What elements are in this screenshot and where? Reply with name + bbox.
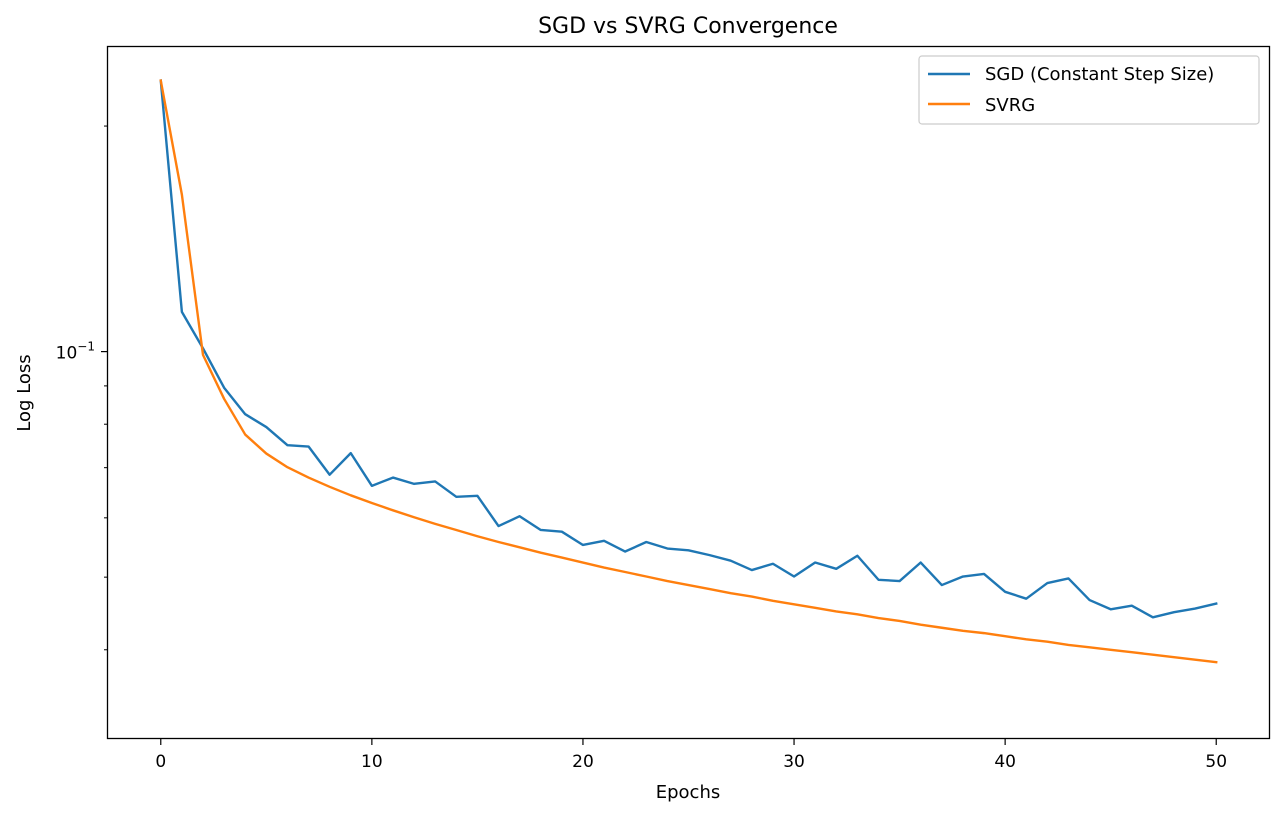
legend-box bbox=[918, 55, 1260, 125]
x-tick-label: 0 bbox=[155, 752, 166, 772]
legend-label-sgd: SGD (Constant Step Size) bbox=[985, 64, 1214, 85]
x-axis: 0 10 20 30 40 50 bbox=[155, 738, 1227, 772]
chart-title: SGD vs SVRG Convergence bbox=[538, 14, 838, 39]
plot-frame bbox=[106, 45, 1271, 740]
x-tick-label: 20 bbox=[572, 752, 594, 772]
legend: SGD (Constant Step Size) SVRG bbox=[918, 55, 1260, 125]
x-tick-label: 10 bbox=[361, 752, 383, 772]
legend-label-svrg: SVRG bbox=[985, 95, 1035, 116]
x-tick-label: 40 bbox=[994, 752, 1016, 772]
series-line-sgd bbox=[159, 79, 1218, 619]
x-tick-label: 50 bbox=[1205, 752, 1227, 772]
y-axis-label: Log Loss bbox=[14, 354, 35, 431]
x-tick-label: 30 bbox=[783, 752, 805, 772]
y-tick-label: 10−1 bbox=[56, 340, 95, 364]
y-axis: 10−1 bbox=[56, 125, 108, 651]
x-axis-label: Epochs bbox=[656, 782, 721, 803]
series-layer bbox=[159, 79, 1218, 664]
series-line-svrg bbox=[159, 79, 1218, 664]
